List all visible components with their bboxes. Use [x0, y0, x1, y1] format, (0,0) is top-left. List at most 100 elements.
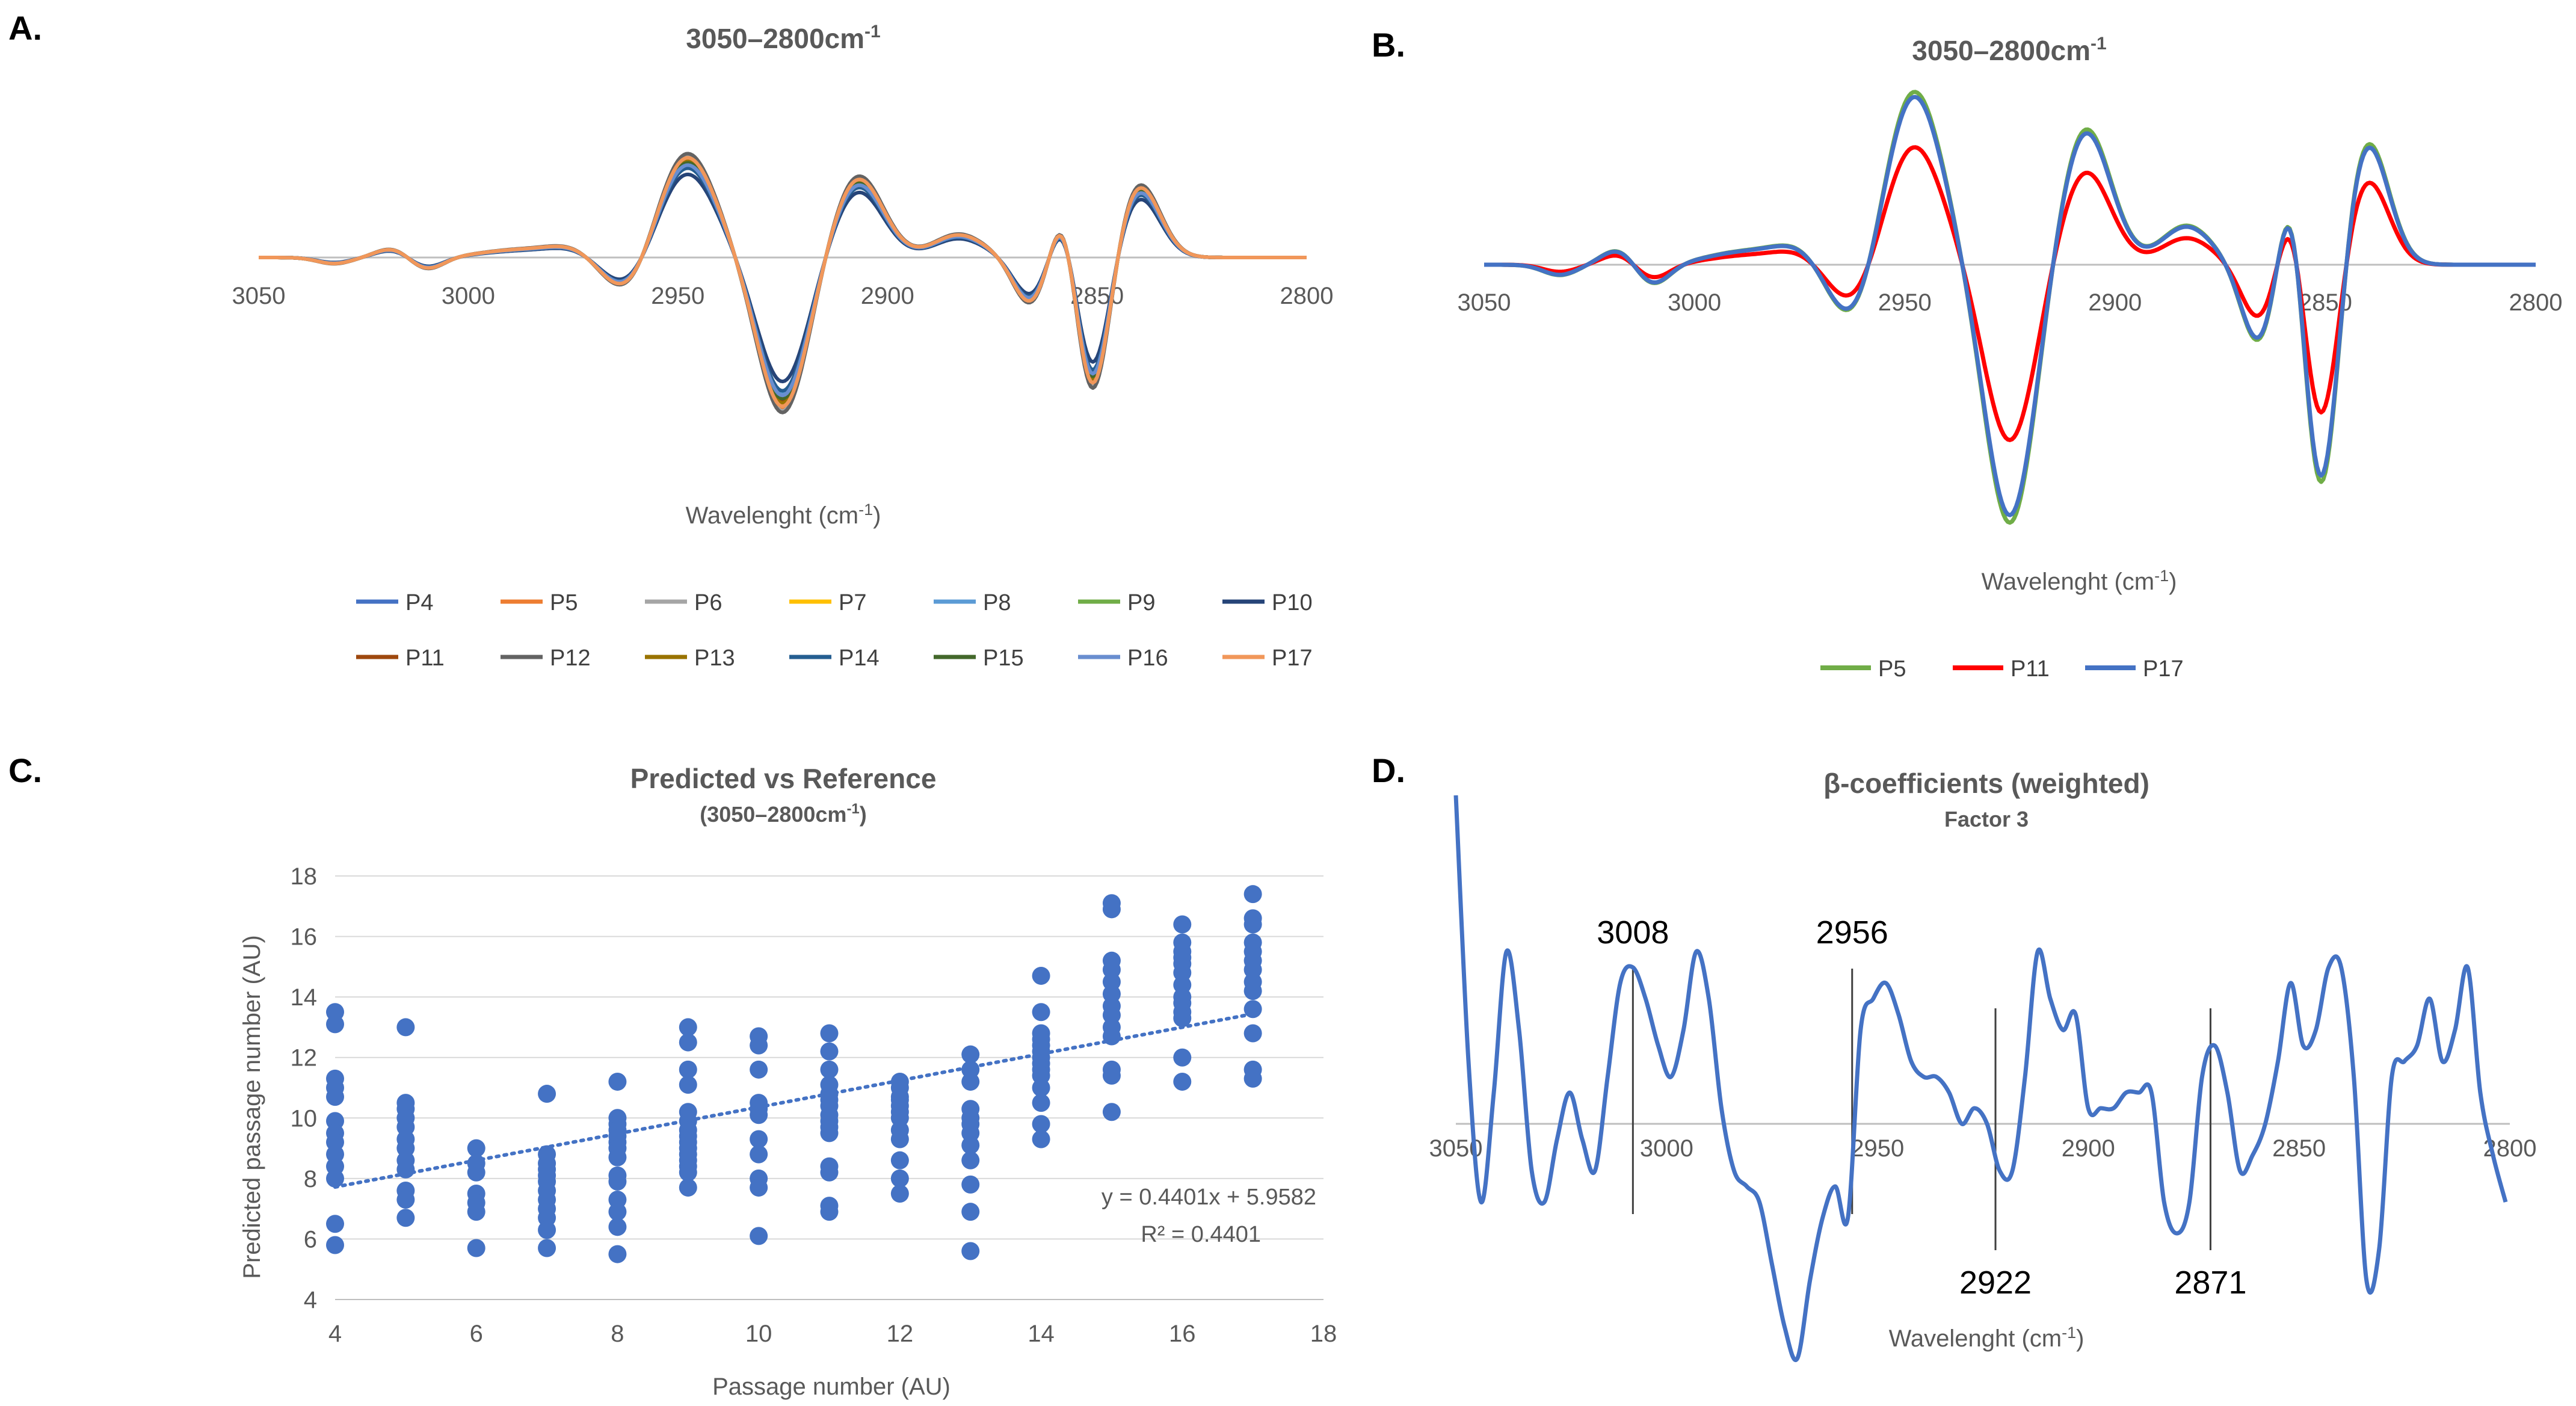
panel-c-point — [679, 1178, 697, 1197]
panel-c-point — [1173, 1072, 1192, 1091]
panel-b: B. 3050–2800cm-1 3050 3000 2950 2900 2850 280… — [1372, 26, 2562, 682]
panel-c-point — [820, 1042, 839, 1061]
panel-c-point — [1102, 1103, 1121, 1121]
panel-c-y-tick: 4 — [304, 1287, 317, 1313]
panel-c-point — [396, 1191, 415, 1209]
legend-label-p12: P12 — [550, 646, 591, 671]
panel-c-y-tick: 10 — [291, 1105, 318, 1132]
panel-c-point — [467, 1239, 485, 1257]
legend-label-p15: P15 — [983, 646, 1024, 671]
legend-label-p6: P6 — [694, 590, 722, 615]
panel-c-point — [820, 1024, 839, 1043]
panel-a-line-p17 — [259, 156, 1307, 409]
panel-a-line-p10 — [259, 172, 1307, 384]
panel-a-x-tick: 2950 — [651, 283, 704, 309]
panel-c-x-tick: 14 — [1028, 1321, 1055, 1347]
panel-c-y-tick: 14 — [291, 984, 318, 1011]
panel-c-point — [820, 1203, 839, 1221]
panel-c: C. Predicted vs Reference (3050–2800cm-1… — [8, 751, 1337, 1400]
panel-c-point — [1032, 1079, 1050, 1097]
legend-label-p17: P17 — [1272, 646, 1313, 671]
panel-c-point — [1032, 1094, 1050, 1112]
legend-label-p10: P10 — [1272, 590, 1313, 615]
panel-c-point — [961, 1203, 980, 1221]
panel-c-point — [396, 1018, 415, 1037]
panel-c-point — [1173, 915, 1192, 934]
panel-c-point — [750, 1227, 768, 1245]
panel-c-ticks: 4 6 8 10 12 14 16 18 4 6 8 10 12 14 16 18 — [291, 863, 1337, 1347]
panel-d-x-tick: 2950 — [1850, 1135, 1904, 1162]
panel-c-point — [750, 1036, 768, 1055]
panel-a-line-p16 — [259, 163, 1307, 398]
panel-d-annotations: 3008 2956 2922 2871 — [1597, 914, 2246, 1301]
panel-c-point — [679, 1075, 697, 1094]
panel-c-point — [396, 1160, 415, 1179]
panel-d-x-label: Wavelenght (cm-1) — [1889, 1324, 2085, 1352]
panel-c-point — [1243, 1069, 1262, 1088]
legend-label-p17: P17 — [2143, 656, 2184, 682]
legend-label-p4: P4 — [405, 590, 433, 615]
panel-d-x-tick: 2850 — [2272, 1135, 2326, 1162]
panel-c-x-label: Passage number (AU) — [712, 1374, 951, 1400]
panel-c-point — [750, 1106, 768, 1124]
panel-c-point — [750, 1178, 768, 1197]
panel-d: D. β-coefficients (weighted) Factor 3 30… — [1372, 751, 2536, 1362]
panel-c-point — [750, 1060, 768, 1079]
panel-c-point — [890, 1185, 909, 1203]
legend-label-p13: P13 — [694, 646, 735, 671]
panel-c-point — [538, 1085, 556, 1103]
panel-b-x-tick: 3050 — [1458, 289, 1511, 316]
panel-d-x-tick: 2900 — [2062, 1135, 2115, 1162]
panel-a-x-ticks: 3050 3000 2950 2900 2850 2800 — [232, 283, 1334, 309]
panel-c-point — [608, 1172, 627, 1191]
panel-c-x-tick: 4 — [328, 1321, 342, 1347]
legend-label-p5: P5 — [550, 590, 578, 615]
panel-c-point — [961, 1045, 980, 1064]
panel-c-x-tick: 6 — [470, 1321, 483, 1347]
panel-c-trendline — [333, 1012, 1255, 1189]
panel-c-subtitle: (3050–2800cm-1) — [700, 801, 867, 827]
panel-c-title: Predicted vs Reference — [630, 763, 937, 794]
panel-b-label: B. — [1372, 26, 1405, 64]
panel-c-point — [467, 1203, 485, 1221]
panel-c-y-tick: 16 — [291, 924, 318, 951]
panel-c-point — [679, 1163, 697, 1182]
panel-b-legend: P5 P11 P17 — [1820, 656, 2184, 682]
panel-c-point — [1173, 1009, 1192, 1028]
panel-c-point — [1032, 1003, 1050, 1022]
panel-c-y-tick: 12 — [291, 1045, 318, 1071]
panel-c-point — [326, 1169, 344, 1188]
panel-c-y-label: Predicted passage number (AU) — [239, 935, 265, 1278]
panel-c-point — [1243, 1024, 1262, 1043]
panel-c-point — [1102, 900, 1121, 919]
panel-c-point — [750, 1145, 768, 1164]
panel-c-point — [326, 1088, 344, 1106]
panel-d-marker-label: 2871 — [2174, 1265, 2246, 1301]
panel-c-point — [467, 1139, 485, 1158]
panel-c-point — [1032, 966, 1050, 985]
panel-c-y-tick: 18 — [291, 863, 318, 890]
panel-d-marker-label: 2956 — [1816, 914, 1888, 951]
panel-c-point — [326, 1215, 344, 1233]
panel-c-point — [467, 1163, 485, 1182]
panel-c-point — [396, 1209, 415, 1227]
legend-label-p16: P16 — [1127, 646, 1168, 671]
panel-c-point — [679, 1060, 697, 1079]
panel-c-point — [961, 1242, 980, 1260]
panel-c-r-squared: R² = 0.4401 — [1141, 1222, 1261, 1247]
panel-c-point — [750, 1130, 768, 1149]
panel-b-series — [1484, 90, 2536, 525]
panel-c-point — [1173, 1048, 1192, 1067]
panel-a-label: A. — [8, 9, 42, 47]
panel-c-point — [1243, 885, 1262, 904]
panel-c-y-tick: 8 — [304, 1166, 317, 1192]
panel-c-point — [890, 1169, 909, 1188]
panel-c-point — [608, 1148, 627, 1167]
panel-c-point — [820, 1124, 839, 1142]
panel-c-point — [326, 1236, 344, 1254]
panel-c-point — [538, 1221, 556, 1239]
panel-b-line-p11 — [1484, 145, 2536, 442]
panel-d-title: β-coefficients (weighted) — [1823, 768, 2149, 799]
panel-c-point — [326, 1015, 344, 1034]
